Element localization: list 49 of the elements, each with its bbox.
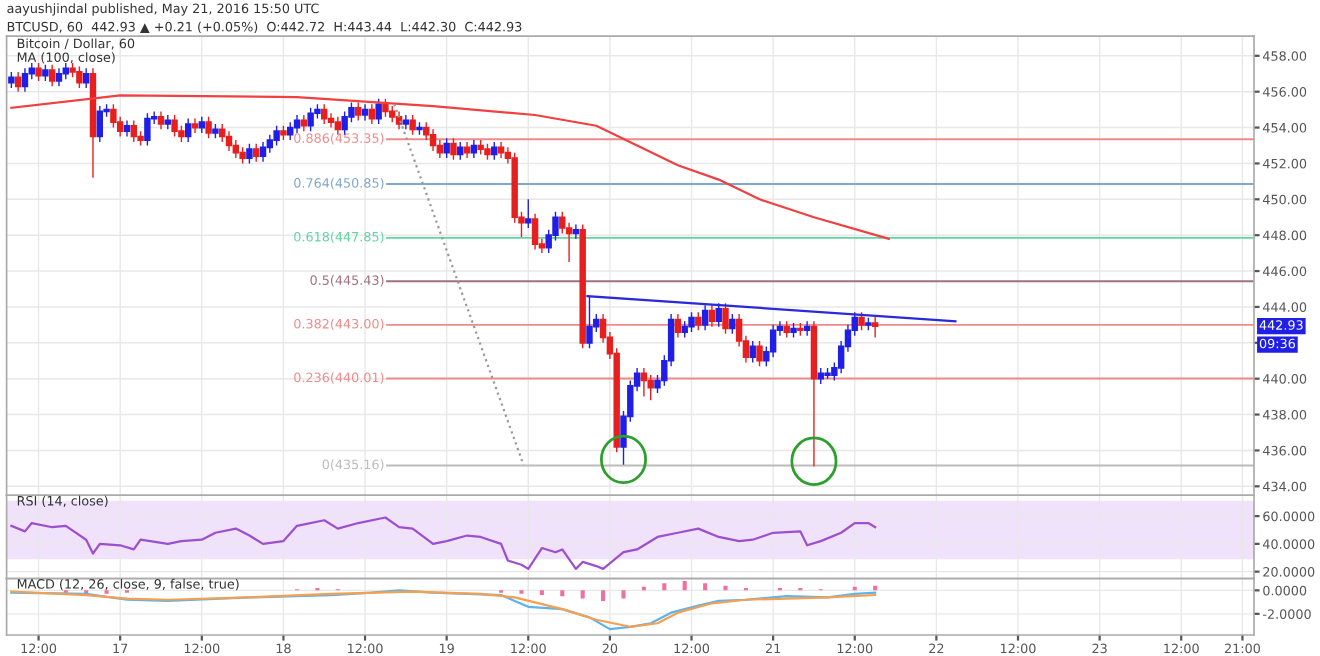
candlestick [871, 316, 879, 339]
candlestick [402, 114, 410, 131]
candlestick [586, 295, 593, 349]
candlestick [259, 141, 267, 163]
candlestick [729, 313, 736, 335]
candlestick [225, 130, 233, 152]
candlestick [110, 103, 117, 129]
candlestick [191, 117, 199, 134]
candlestick [749, 340, 756, 364]
candlestick [572, 223, 580, 240]
candlestick [409, 114, 416, 136]
candlestick [96, 105, 103, 143]
candlestick [803, 320, 811, 337]
candlestick [531, 212, 539, 251]
candlestick [21, 67, 29, 93]
candlestick [76, 65, 83, 89]
line-series [10, 94, 890, 240]
candlestick [688, 311, 695, 333]
candlestick [756, 340, 763, 367]
candlestick [701, 304, 709, 331]
candlestick [273, 125, 280, 147]
candlestick [341, 110, 348, 136]
candlestick [769, 324, 777, 358]
candlestick [205, 116, 212, 140]
candlestick [171, 114, 178, 138]
candlestick [525, 198, 532, 229]
candlestick [321, 103, 328, 125]
candlestick [144, 112, 151, 147]
candlestick [674, 313, 682, 339]
candlestick [246, 143, 253, 165]
candlestick [429, 128, 437, 152]
candlestick [82, 67, 90, 89]
candlestick [450, 137, 457, 161]
candlestick [130, 119, 138, 143]
candlestick [307, 107, 314, 132]
candlestick [722, 302, 729, 335]
candlestick [375, 98, 382, 125]
candlestick [48, 64, 56, 88]
candlestick [14, 71, 22, 93]
candlestick [327, 112, 335, 129]
candlestick [715, 302, 722, 328]
candlestick [123, 119, 131, 138]
candlestick [443, 137, 450, 159]
candlestick [368, 103, 376, 125]
candlestick [708, 304, 716, 328]
candlestick [640, 367, 648, 398]
candlestick [184, 117, 192, 143]
candlestick [647, 374, 654, 401]
line-series [10, 516, 877, 570]
